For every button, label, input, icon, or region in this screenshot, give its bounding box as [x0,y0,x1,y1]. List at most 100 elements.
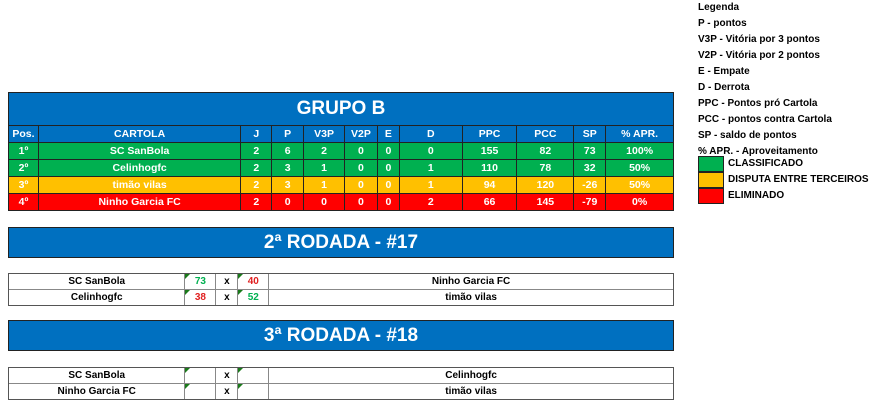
table-header: Pos. CARTOLA J P V3P V2P E D PPC PCC SP % APR. [9,126,673,143]
table-cell: 50% [629,162,651,174]
legend-status-label: DISPUTA ENTRE TERCEIROS [728,174,869,185]
table-cell: 0 [345,194,378,210]
table-cell: 1 [304,160,345,176]
column-header: % APR. [621,128,659,140]
group-table: GRUPO B Pos. CARTOLA J P V3P V2P E D PPC PCC SP % A… [8,92,674,211]
match-row: Celinhogfc 38 x 52 timão vilas [9,290,673,305]
table-cell: -79 [574,194,607,210]
table-cell: 3 [272,177,305,193]
table-cell: 6 [272,143,305,159]
table-cell: 110 [463,160,518,176]
table-cell: 94 [463,177,518,193]
column-header: CARTOLA [39,126,242,142]
match-row: SC SanBola x Celinhogfc [9,368,673,384]
table-cell: 0 [304,194,345,210]
versus: x [216,384,239,399]
table-cell: 3º [9,177,39,193]
home-score[interactable]: 73 [185,274,217,289]
column-header: SP [574,126,607,142]
table-cell: 1 [400,177,463,193]
legend-item: PCC - pontos contra Cartola [698,114,832,125]
legend-item: V3P - Vitória por 3 pontos [698,34,820,45]
column-header: J [241,126,273,142]
legend-status-label: ELIMINADO [728,190,785,201]
legend-item: % APR. - Aproveitamento [698,146,818,157]
table-cell: 0 [345,143,378,159]
round-title: 3ª RODADA - #18 [8,320,674,351]
table-cell: 32 [574,160,607,176]
table-cell: 0 [400,143,463,159]
table-cell: 120 [517,177,575,193]
table-cell: 2º [9,160,39,176]
table-cell: 0 [378,177,400,193]
legend-title: Legenda [698,2,740,13]
column-header: V3P [304,126,345,142]
legend-item: SP - saldo de pontos [698,130,797,141]
table-cell: 4º [9,194,39,210]
table-cell: 2 [241,194,273,210]
table-cell: 2 [400,194,463,210]
table-row: 4º Ninho Garcia FC 2 0 0 0 0 2 66 145 -79 0% [9,194,673,210]
home-team: Celinhogfc [9,290,186,305]
table-cell: 66 [463,194,518,210]
column-header: PPC [463,126,518,142]
legend-color-swatch [698,188,724,204]
column-header: PCC [517,126,575,142]
column-header: E [378,126,400,142]
column-header: P [272,126,305,142]
column-header: V2P [345,126,378,142]
table-cell: 82 [517,143,575,159]
table-cell: 1 [400,160,463,176]
table-cell: timão vilas [39,177,242,193]
table-row: 3º timão vilas 2 3 1 0 0 1 94 120 -26 50% [9,177,673,194]
table-cell: -26 [574,177,607,193]
table-cell: 2 [241,143,273,159]
legend-color-swatch [698,172,724,188]
table-cell: 0 [345,160,378,176]
away-team: Ninho Garcia FC [431,276,511,287]
group-title: GRUPO B [9,93,673,126]
legend-status-label: CLASSIFICADO [728,158,803,169]
table-cell: 0 [378,143,400,159]
home-score[interactable] [185,384,217,399]
versus: x [216,368,239,383]
home-score[interactable]: 38 [185,290,217,305]
legend-item: V2P - Vitória por 2 pontos [698,50,820,61]
table-cell: Ninho Garcia FC [39,194,242,210]
table-cell: 73 [574,143,607,159]
legend-item: PPC - Pontos pró Cartola [698,98,818,109]
table-cell: SC SanBola [39,143,242,159]
table-cell: 2 [304,143,345,159]
table-cell: 0 [378,160,400,176]
table-cell: 1 [304,177,345,193]
table-cell: 155 [463,143,518,159]
table-cell: 50% [629,179,651,191]
away-team: timão vilas [445,292,497,303]
matches-table: SC SanBola x Celinhogfc Ninho Garcia FC … [8,367,674,400]
table-cell: 0 [272,194,305,210]
table-cell: 1º [9,143,39,159]
away-team: timão vilas [445,386,497,397]
home-team: SC SanBola [9,274,186,289]
table-cell: 3 [272,160,305,176]
home-team: SC SanBola [9,368,186,383]
matches-table: SC SanBola 73 x 40 Ninho Garcia FC Celin… [8,273,674,306]
round-title: 2ª RODADA - #17 [8,227,674,258]
table-row: 1º SC SanBola 2 6 2 0 0 0 155 82 73 100% [9,143,673,160]
away-score[interactable] [238,384,270,399]
match-row: Ninho Garcia FC x timão vilas [9,384,673,399]
versus: x [216,290,239,305]
away-score[interactable]: 40 [238,274,270,289]
home-score[interactable] [185,368,217,383]
away-score[interactable]: 52 [238,290,270,305]
table-row: 2º Celinhogfc 2 3 1 0 0 1 110 78 32 50% [9,160,673,177]
table-cell: 0 [378,194,400,210]
legend-item: P - pontos [698,18,747,29]
match-row: SC SanBola 73 x 40 Ninho Garcia FC [9,274,673,290]
table-cell: 100% [626,145,654,157]
away-score[interactable] [238,368,270,383]
table-cell: 0% [632,196,648,208]
legend-item: E - Empate [698,66,750,77]
home-team: Ninho Garcia FC [9,384,186,399]
column-header: Pos. [9,126,39,142]
